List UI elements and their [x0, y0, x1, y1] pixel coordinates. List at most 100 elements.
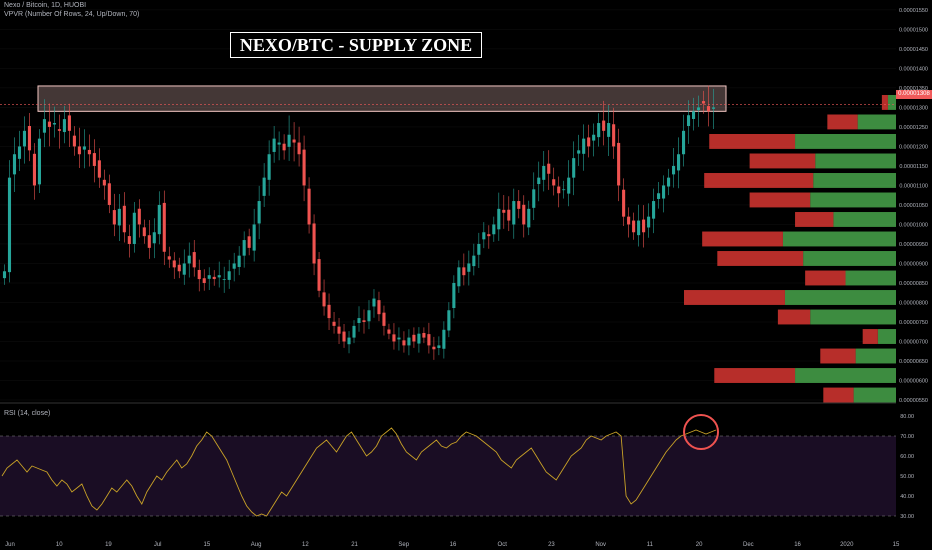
candle-body	[132, 212, 136, 244]
candle-body	[706, 106, 711, 112]
candle-body	[691, 111, 696, 119]
volume-up-bar	[855, 348, 896, 364]
candle-body	[632, 220, 636, 233]
candle-body	[592, 134, 596, 141]
candle-body	[302, 149, 306, 186]
candle-body	[317, 259, 321, 291]
rsi-axis: 80.00 70.00 60.00 50.00 40.00 30.00	[900, 414, 914, 520]
time-tick-label: 15	[893, 542, 900, 548]
volume-down-bar	[827, 114, 858, 130]
candle-body	[167, 256, 171, 260]
price-tick-label: 0.00000900	[899, 261, 928, 267]
candle-body	[157, 204, 161, 235]
symbol-line: Nexo / Bitcoin, 1D, HUOBI	[4, 2, 87, 9]
candle-body	[252, 224, 256, 251]
candle-body	[42, 119, 46, 133]
candle-body	[277, 142, 281, 145]
candle-body	[142, 227, 146, 237]
price-tick-label: 0.00000950	[899, 242, 928, 248]
candle-body	[701, 101, 706, 104]
candle-body	[232, 263, 236, 269]
candle-body	[127, 236, 131, 244]
price-axis[interactable]: 0.00001550 0.00001500 0.00001450 0.00001400…	[899, 8, 928, 404]
time-tick-label: Oct	[498, 542, 508, 548]
time-tick-label: 12	[302, 542, 309, 548]
candle-body	[467, 263, 471, 272]
candle-body	[472, 255, 476, 267]
rsi-tick-label: 70.00	[900, 434, 914, 440]
candle-body	[107, 183, 111, 205]
candle-body	[247, 236, 251, 248]
candle-body	[32, 153, 37, 186]
candle-body	[672, 165, 676, 175]
time-tick-label: Nov	[595, 542, 606, 548]
rsi-band-background	[0, 436, 896, 516]
time-tick-label: 16	[450, 542, 457, 548]
candle-body	[22, 130, 27, 147]
candle-body	[377, 300, 381, 315]
candle-body	[267, 154, 271, 180]
candle-body	[447, 310, 451, 331]
candle-body	[477, 243, 481, 255]
time-axis[interactable]: Jun 10 19 Jul 15 Aug 12 21 Sep 16 Oct 23 Nov 11 20 Dec 1…	[5, 542, 900, 548]
candle-body	[12, 154, 17, 175]
candle-body	[422, 332, 426, 338]
candle-body	[681, 130, 686, 155]
candle-body	[512, 201, 516, 225]
candle-body	[637, 220, 641, 236]
candle-body	[67, 115, 71, 131]
candle-body	[147, 235, 151, 248]
volume-up-bar	[810, 309, 896, 325]
candle-body	[667, 177, 671, 187]
candle-body	[402, 340, 406, 346]
candle-body	[172, 260, 176, 268]
candle-body	[612, 124, 616, 147]
candle-body	[307, 188, 311, 225]
indicator-line: VPVR (Number Of Rows, 24, Up/Down, 70)	[4, 11, 140, 18]
candle-body	[327, 304, 331, 319]
time-tick-label: Jun	[5, 542, 15, 548]
volume-up-bar	[795, 134, 896, 149]
time-tick-label: 10	[56, 542, 63, 548]
volume-down-bar	[717, 251, 804, 266]
candle-body	[527, 208, 531, 228]
volume-up-bar	[784, 290, 896, 305]
candle-body	[192, 252, 196, 268]
candle-body	[17, 146, 22, 159]
candle-body	[197, 269, 201, 280]
time-tick-label: 15	[204, 542, 211, 548]
price-tick-label: 0.00000600	[899, 378, 928, 384]
time-tick-label: Jul	[154, 542, 162, 548]
candle-body	[357, 318, 361, 323]
candle-body	[52, 123, 56, 125]
volume-down-bar	[702, 231, 783, 247]
candle-body	[437, 345, 441, 348]
volume-up-bar	[810, 192, 896, 208]
price-tick-label: 0.00000700	[899, 339, 928, 345]
supply-zone[interactable]	[37, 85, 727, 112]
candle-body	[242, 240, 246, 256]
candle-body	[162, 202, 166, 252]
candle-body	[597, 123, 601, 138]
time-tick-label: 11	[647, 542, 654, 548]
candle-body	[686, 115, 691, 126]
volume-up-bar	[803, 251, 896, 266]
current-price-label: 0.00001308	[896, 90, 932, 99]
volume-up-bar	[795, 368, 896, 383]
volume-down-bar	[795, 212, 834, 227]
volume-down-bar	[709, 134, 796, 149]
price-tick-label: 0.00001000	[899, 222, 928, 228]
volume-up-bar	[845, 270, 896, 286]
price-tick-label: 0.00001300	[899, 105, 928, 111]
time-tick-label: 16	[794, 542, 801, 548]
price-tick-label: 0.00001500	[899, 27, 928, 33]
time-tick-label: 2020	[840, 542, 854, 548]
chart-title: NEXO/BTC - SUPPLY ZONE	[230, 32, 482, 58]
volume-down-bar	[749, 153, 816, 169]
candle-body	[342, 331, 346, 342]
candle-body	[557, 186, 561, 194]
candle-body	[417, 333, 421, 344]
price-tick-label: 0.00001250	[899, 125, 928, 131]
volume-down-bar	[862, 329, 878, 344]
candle-body	[117, 208, 121, 226]
